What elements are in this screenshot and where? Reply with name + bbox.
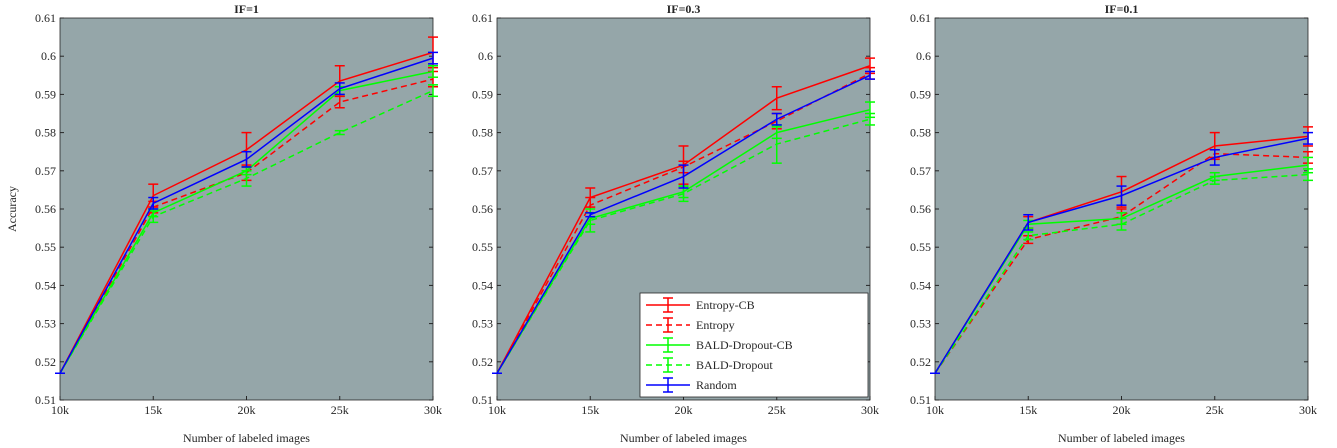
y-tick-label: 0.6 [478, 49, 493, 63]
y-tick-label: 0.59 [35, 87, 56, 101]
x-tick-label: 25k [331, 403, 349, 417]
y-axis-label: Accuracy [5, 186, 19, 232]
x-tick-label: 20k [1113, 403, 1131, 417]
x-tick-label: 10k [51, 403, 69, 417]
y-tick-label: 0.51 [35, 393, 56, 407]
y-tick-label: 0.56 [35, 202, 56, 216]
y-tick-label: 0.55 [910, 240, 931, 254]
y-tick-label: 0.61 [472, 11, 493, 25]
y-tick-label: 0.54 [910, 278, 931, 292]
x-axis-label: Number of labeled images [1058, 431, 1185, 445]
x-tick-label: 15k [1019, 403, 1037, 417]
x-axis-label: Number of labeled images [183, 431, 310, 445]
x-tick-label: 10k [488, 403, 506, 417]
chart-title: IF=1 [234, 2, 259, 16]
y-tick-label: 0.58 [35, 126, 56, 140]
x-axis-label: Number of labeled images [620, 431, 747, 445]
y-tick-label: 0.55 [472, 240, 493, 254]
x-tick-label: 10k [926, 403, 944, 417]
x-tick-label: 25k [1206, 403, 1224, 417]
y-tick-label: 0.51 [472, 393, 493, 407]
y-tick-label: 0.57 [35, 164, 56, 178]
y-tick-label: 0.61 [910, 11, 931, 25]
plot-area [59, 17, 434, 401]
x-tick-label: 25k [768, 403, 786, 417]
y-tick-label: 0.58 [472, 126, 493, 140]
y-tick-label: 0.59 [472, 87, 493, 101]
y-tick-label: 0.56 [472, 202, 493, 216]
y-tick-label: 0.55 [35, 240, 56, 254]
legend-label: BALD-Dropout [696, 358, 773, 372]
y-tick-label: 0.53 [472, 317, 493, 331]
y-tick-label: 0.56 [910, 202, 931, 216]
y-tick-label: 0.52 [35, 355, 56, 369]
y-tick-label: 0.54 [35, 278, 56, 292]
x-tick-label: 30k [424, 403, 442, 417]
series-line [496, 118, 871, 374]
x-tick-label: 20k [675, 403, 693, 417]
y-tick-label: 0.52 [910, 355, 931, 369]
legend-label: Entropy-CB [696, 298, 755, 312]
x-tick-label: 30k [1299, 403, 1317, 417]
y-tick-label: 0.53 [35, 317, 56, 331]
x-tick-label: 30k [861, 403, 879, 417]
y-tick-label: 0.52 [472, 355, 493, 369]
y-tick-label: 0.6 [41, 49, 56, 63]
legend-label: Entropy [696, 318, 735, 332]
y-tick-label: 0.59 [910, 87, 931, 101]
x-tick-label: 20k [238, 403, 256, 417]
series-line [934, 152, 1309, 374]
x-tick-label: 15k [144, 403, 162, 417]
legend-label: BALD-Dropout-CB [696, 338, 793, 352]
y-tick-label: 0.53 [910, 317, 931, 331]
chart-title: IF=0.3 [667, 2, 701, 16]
chart-title: IF=0.1 [1105, 2, 1139, 16]
y-tick-label: 0.57 [472, 164, 493, 178]
y-tick-label: 0.61 [35, 11, 56, 25]
y-tick-label: 0.51 [910, 393, 931, 407]
y-tick-label: 0.57 [910, 164, 931, 178]
x-tick-label: 15k [581, 403, 599, 417]
y-tick-label: 0.58 [910, 126, 931, 140]
y-tick-label: 0.6 [916, 49, 931, 63]
y-tick-label: 0.54 [472, 278, 493, 292]
legend-label: Random [696, 378, 737, 392]
